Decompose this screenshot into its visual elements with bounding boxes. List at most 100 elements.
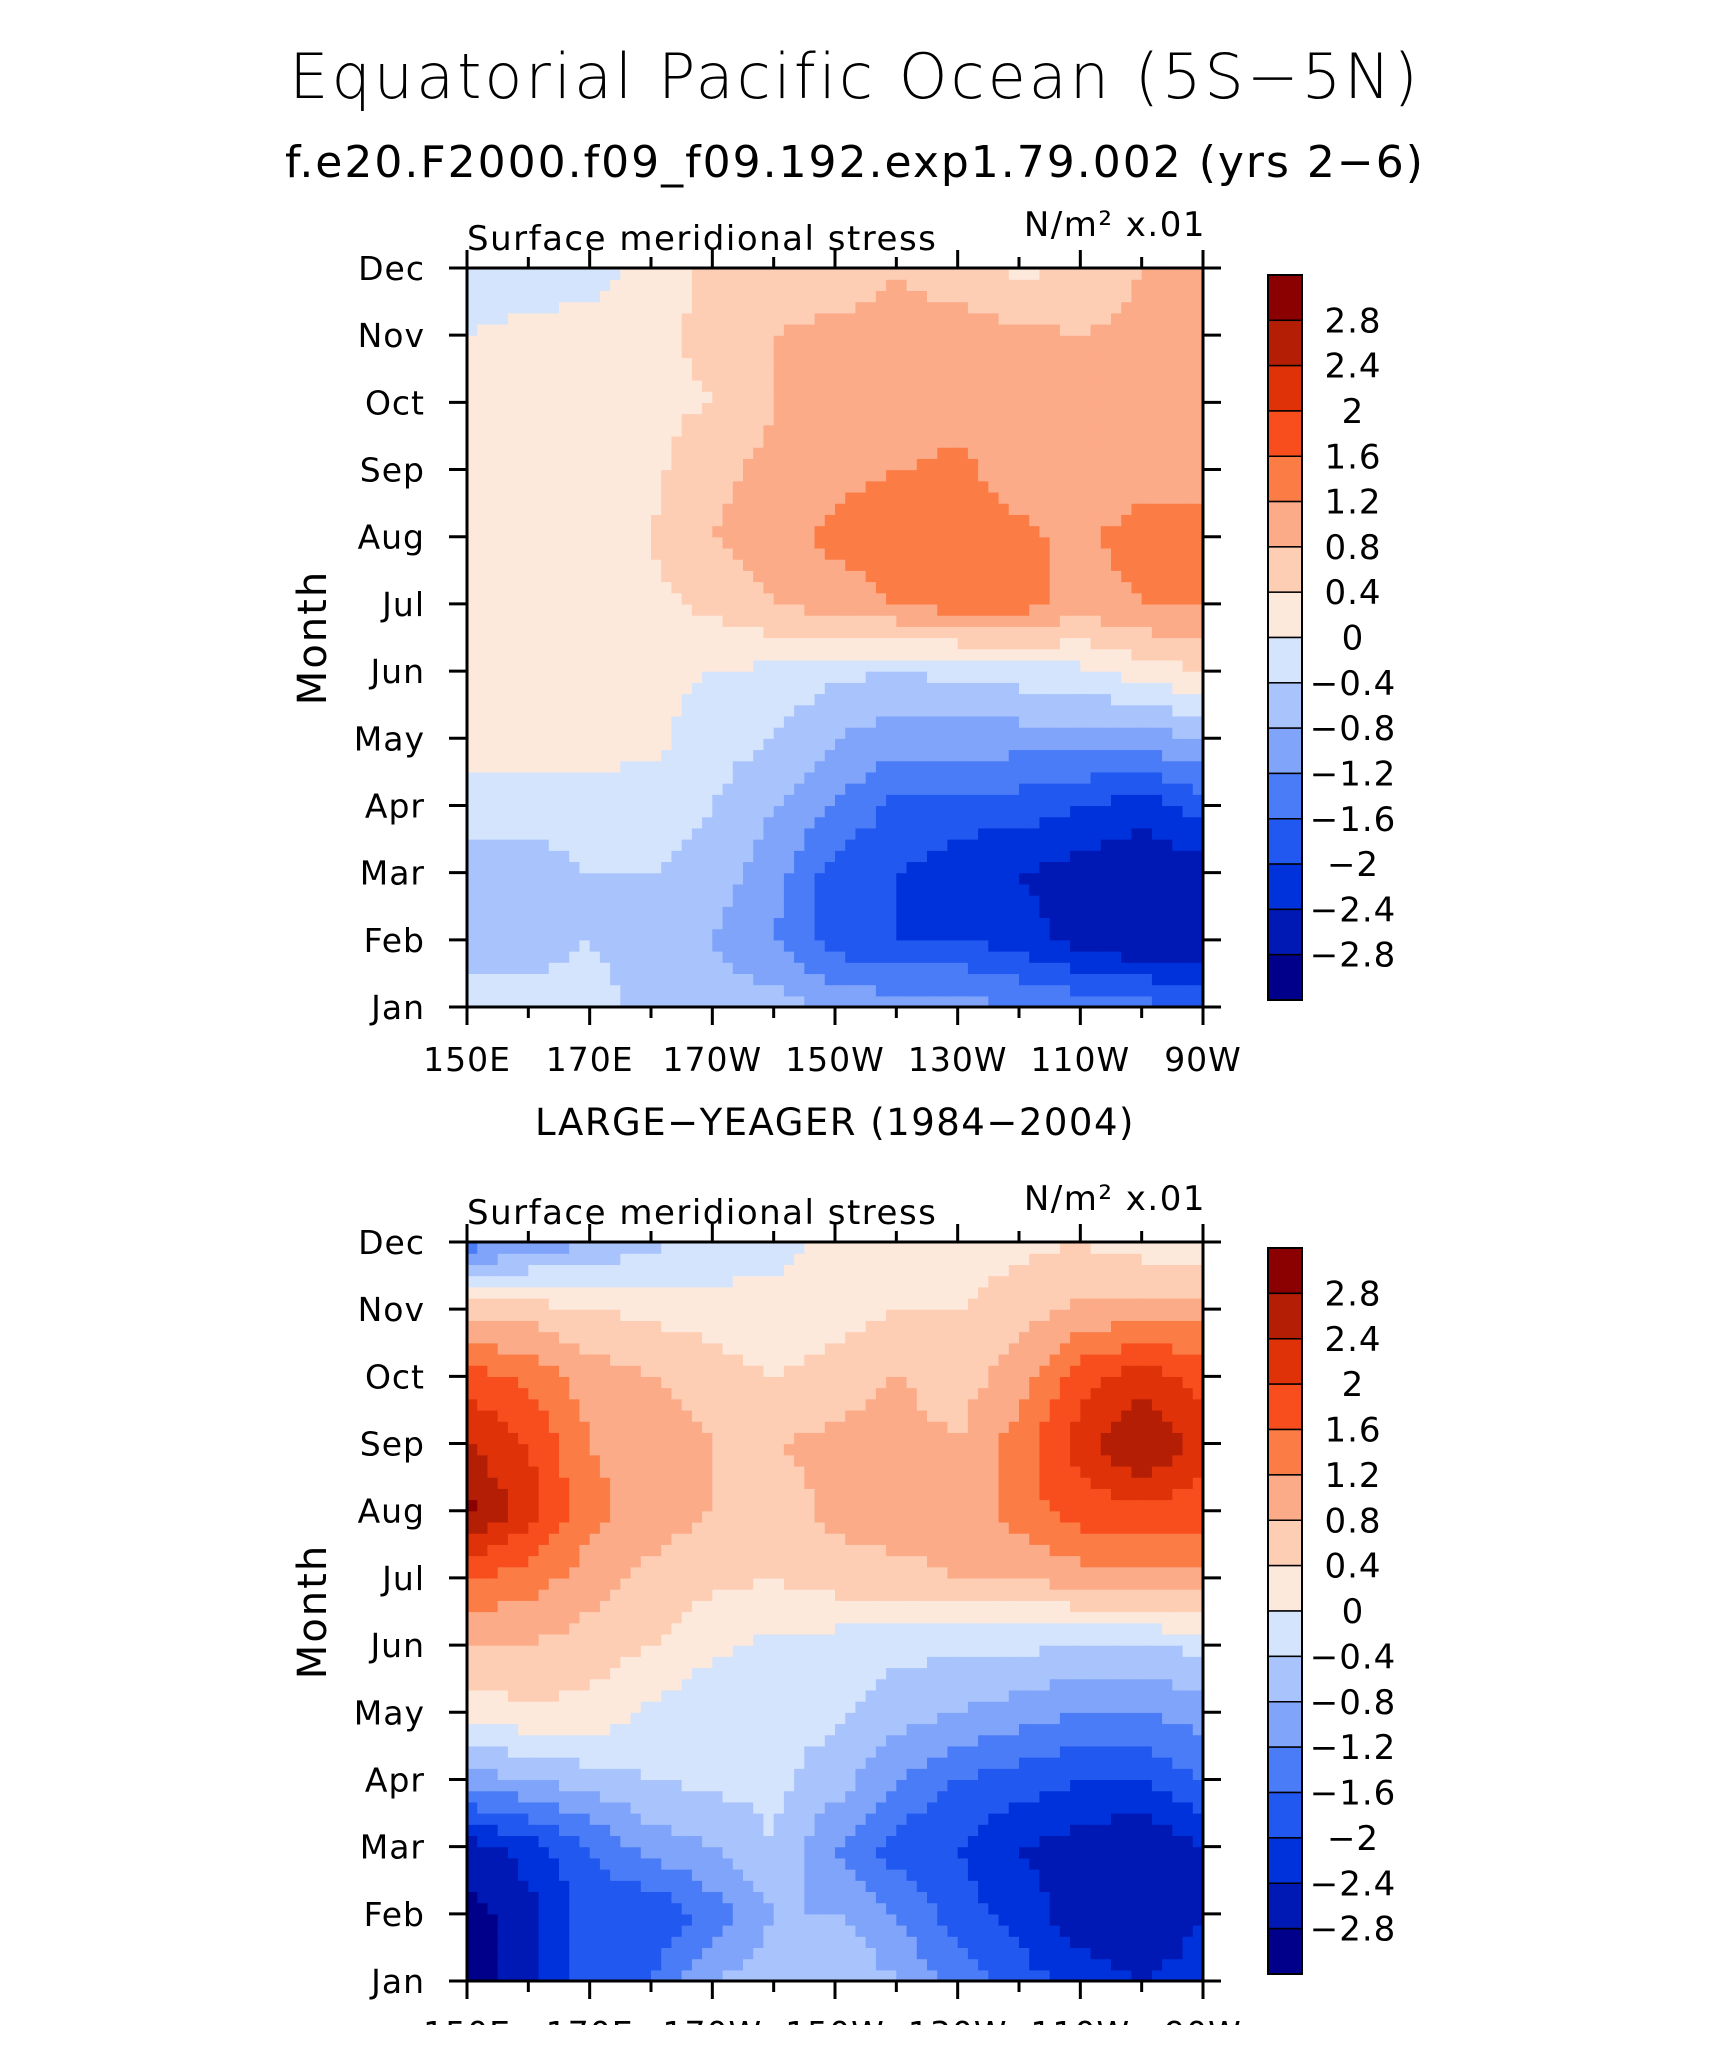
heatmap-cell bbox=[978, 738, 989, 751]
heatmap-cell bbox=[661, 637, 673, 650]
heatmap-cell bbox=[1162, 379, 1173, 392]
heatmap-cell bbox=[824, 469, 836, 482]
heatmap-cell bbox=[896, 648, 908, 661]
heatmap-cell bbox=[967, 346, 979, 359]
heatmap-cell bbox=[957, 514, 969, 527]
heatmap-cell bbox=[794, 435, 805, 448]
heatmap-cell bbox=[691, 816, 703, 829]
heatmap-cell bbox=[630, 995, 642, 1008]
heatmap-cell bbox=[794, 469, 805, 482]
heatmap-cell bbox=[548, 547, 560, 560]
heatmap-cell bbox=[1100, 872, 1112, 885]
heatmap-cell bbox=[610, 570, 621, 583]
heatmap-cell bbox=[1059, 872, 1071, 885]
heatmap-cell bbox=[927, 682, 938, 695]
heatmap-cell bbox=[743, 570, 754, 583]
heatmap-cell bbox=[1059, 626, 1071, 639]
heatmap-cell bbox=[661, 1969, 673, 1982]
heatmap-cell bbox=[967, 861, 979, 874]
heatmap-cell bbox=[988, 850, 1000, 863]
heatmap-cell bbox=[507, 458, 519, 471]
heatmap-cell bbox=[559, 581, 570, 594]
heatmap-cell bbox=[896, 727, 908, 739]
heatmap-cell bbox=[794, 738, 805, 751]
heatmap-cell bbox=[579, 290, 591, 303]
heatmap-cell bbox=[743, 469, 754, 482]
heatmap-cell bbox=[610, 391, 621, 403]
heatmap-cell bbox=[467, 816, 478, 829]
heatmap-cell bbox=[1049, 839, 1061, 851]
heatmap-cell bbox=[1172, 391, 1184, 403]
heatmap-cell bbox=[589, 447, 601, 459]
heatmap-cell bbox=[1070, 715, 1081, 728]
heatmap-cell bbox=[855, 827, 867, 840]
heatmap-cell bbox=[722, 984, 734, 997]
heatmap-cell bbox=[1080, 659, 1092, 672]
heatmap-cell bbox=[773, 323, 785, 336]
heatmap-cell bbox=[978, 872, 989, 885]
heatmap-cell bbox=[763, 693, 775, 706]
heatmap-cell bbox=[712, 290, 724, 303]
heatmap-cell bbox=[589, 648, 601, 661]
heatmap-cell bbox=[507, 1913, 519, 1926]
heatmap-cell bbox=[1008, 458, 1020, 471]
heatmap-cell bbox=[753, 379, 765, 392]
heatmap-cell bbox=[1008, 570, 1020, 583]
heatmap-cell bbox=[865, 973, 877, 986]
heatmap-cell bbox=[477, 872, 489, 885]
heatmap-cell bbox=[1151, 928, 1163, 941]
heatmap-cell bbox=[957, 682, 969, 695]
heatmap-cell bbox=[1059, 290, 1071, 303]
heatmap-cell bbox=[947, 939, 959, 952]
heatmap-cell bbox=[1019, 603, 1030, 616]
heatmap-cell bbox=[783, 906, 795, 919]
heatmap-cell bbox=[937, 626, 949, 639]
heatmap-cell bbox=[1182, 995, 1194, 1008]
heatmap-cell bbox=[916, 480, 928, 493]
heatmap-cell bbox=[538, 995, 550, 1008]
heatmap-cell bbox=[507, 984, 519, 997]
heatmap-cell bbox=[1192, 469, 1204, 482]
heatmap-cell bbox=[610, 435, 621, 448]
heatmap-cell bbox=[691, 850, 703, 863]
heatmap-cell bbox=[722, 346, 734, 359]
heatmap-cell bbox=[507, 391, 519, 403]
heatmap-cell bbox=[681, 861, 693, 874]
heatmap-cell bbox=[579, 435, 591, 448]
heatmap-cell bbox=[538, 525, 550, 538]
heatmap-cell bbox=[559, 402, 570, 415]
heatmap-cell bbox=[671, 984, 683, 997]
heatmap-cell bbox=[538, 850, 550, 863]
heatmap-cell bbox=[661, 1958, 673, 1971]
heatmap-cell bbox=[702, 335, 713, 347]
heatmap-cell bbox=[1039, 715, 1051, 728]
heatmap-cell bbox=[988, 626, 1000, 639]
heatmap-cell bbox=[691, 794, 703, 807]
heatmap-cell bbox=[599, 771, 611, 784]
colorbar-swatch bbox=[1267, 364, 1303, 412]
heatmap-cell bbox=[927, 323, 938, 336]
heatmap-cell bbox=[702, 447, 713, 459]
heatmap-cell bbox=[1141, 749, 1153, 762]
heatmap-cell bbox=[507, 301, 519, 314]
heatmap-cell bbox=[794, 749, 805, 762]
heatmap-cell bbox=[691, 402, 703, 415]
heatmap-cell bbox=[1151, 603, 1163, 616]
heatmap-cell bbox=[732, 480, 744, 493]
heatmap-cell bbox=[589, 491, 601, 504]
heatmap-cell bbox=[487, 491, 499, 504]
heatmap-cell bbox=[467, 368, 478, 381]
heatmap-cell bbox=[1182, 906, 1194, 919]
heatmap-cell bbox=[978, 391, 989, 403]
heatmap-cell bbox=[497, 424, 509, 437]
heatmap-cell bbox=[548, 771, 560, 784]
heatmap-cell bbox=[957, 301, 969, 314]
heatmap-cell bbox=[732, 895, 744, 907]
heatmap-cell bbox=[1090, 704, 1102, 717]
heatmap-cell bbox=[783, 962, 795, 975]
heatmap-cell bbox=[569, 1947, 581, 1960]
heatmap-cell bbox=[937, 659, 949, 672]
heatmap-cell bbox=[1121, 335, 1133, 347]
heatmap-cell bbox=[794, 570, 805, 583]
heatmap-cell bbox=[1039, 659, 1051, 672]
